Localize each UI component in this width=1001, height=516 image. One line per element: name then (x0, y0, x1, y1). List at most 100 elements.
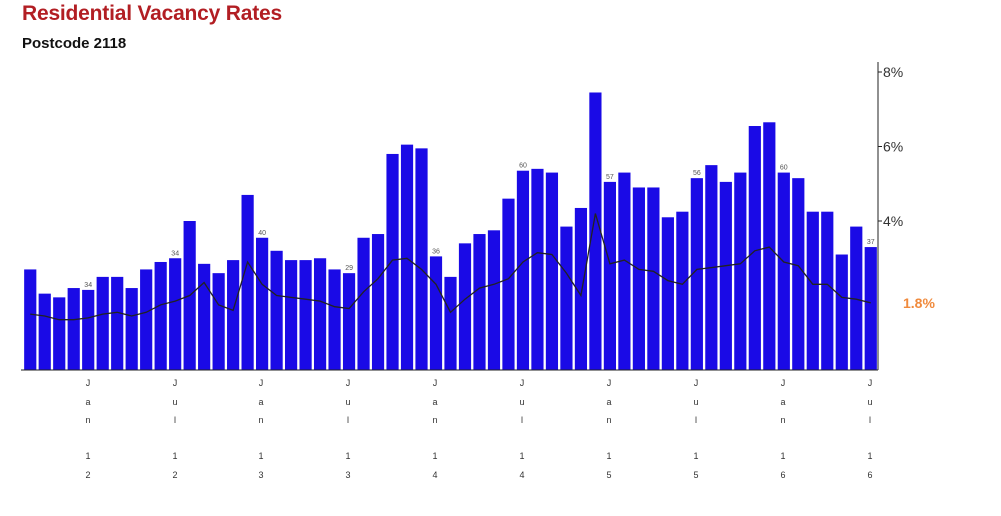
bar (299, 260, 312, 370)
x-tick-char: u (519, 397, 524, 407)
x-tick-char: 2 (172, 470, 177, 480)
bar (444, 276, 457, 371)
bar (690, 178, 703, 370)
bar (169, 258, 182, 370)
x-tick-char: u (345, 397, 350, 407)
x-tick-char: 1 (258, 451, 263, 461)
x-tick-label: Jul 1 4 (519, 378, 524, 480)
bar (487, 230, 501, 370)
x-tick-char: 1 (345, 451, 350, 461)
bar (371, 234, 385, 370)
x-tick-char: 1 (432, 451, 437, 461)
x-tick-char: 4 (519, 470, 524, 480)
x-tick-char: 1 (867, 451, 872, 461)
data-label: 36 (432, 248, 440, 255)
y-tick-label: 6% (883, 139, 903, 155)
x-tick-char: n (432, 415, 437, 425)
data-labels: 34 34 40 29 36 60 57 56 60 37 (84, 163, 874, 289)
bar (241, 194, 254, 370)
x-tick-char: J (86, 378, 91, 388)
x-tick-char: 5 (693, 470, 698, 480)
bar (560, 226, 573, 370)
bar (574, 207, 588, 370)
x-tick-char: 1 (693, 451, 698, 461)
x-tick-char: a (85, 397, 90, 407)
chart-title: Residential Vacancy Rates (22, 2, 282, 25)
bar (458, 243, 472, 370)
x-tick-char: J (433, 378, 438, 388)
x-tick-char: 3 (258, 470, 263, 480)
x-tick-char: l (521, 415, 523, 425)
x-tick-char: 4 (432, 470, 437, 480)
bar (864, 247, 877, 370)
bar (792, 178, 805, 370)
x-tick-char: 1 (780, 451, 785, 461)
bar (545, 172, 559, 370)
bar (313, 258, 327, 370)
latest-value-label: 1.8% (903, 295, 935, 311)
bar (661, 217, 674, 370)
x-tick-char: a (606, 397, 611, 407)
data-label: 34 (171, 250, 179, 257)
x-tick-char: 6 (780, 470, 785, 480)
x-tick-char: J (173, 378, 178, 388)
x-tick-char: J (781, 378, 786, 388)
x-tick-char: 2 (85, 470, 90, 480)
bar (589, 92, 602, 371)
x-tick-char: n (258, 415, 263, 425)
bar-series (24, 92, 877, 371)
x-tick-char: J (259, 378, 264, 388)
x-axis-ticks: Jan12Jul12Jan13Jul13Jan14Jul14Jan15Jul15… (85, 378, 872, 480)
x-tick-char: a (432, 397, 437, 407)
data-label: 34 (84, 282, 92, 289)
bar (198, 263, 211, 370)
x-tick-char: a (258, 397, 263, 407)
x-tick-char: l (174, 415, 176, 425)
x-tick-label: Jan 1 6 (780, 378, 785, 480)
bar (850, 226, 863, 370)
bar (96, 276, 109, 371)
bar (531, 168, 544, 370)
x-tick-char: n (606, 415, 611, 425)
x-tick-label: Jan 1 3 (258, 378, 263, 480)
data-label: 57 (606, 174, 614, 181)
bar (748, 126, 761, 370)
bar (357, 237, 370, 370)
x-tick-label: Jul 1 5 (693, 378, 698, 480)
bar (328, 269, 341, 370)
bar (154, 261, 167, 370)
x-tick-char: l (695, 415, 697, 425)
x-tick-char: u (693, 397, 698, 407)
bar (67, 288, 80, 370)
bar (227, 260, 240, 370)
y-axis-ticks: 4% 6% 8% (878, 64, 903, 229)
bar (125, 288, 138, 370)
x-tick-label: Jul 1 6 (867, 378, 872, 480)
bar (676, 211, 689, 370)
x-tick-label: Jan 1 5 (606, 378, 611, 480)
bar (212, 273, 225, 370)
data-label: 29 (345, 265, 353, 272)
x-tick-char: J (868, 378, 873, 388)
data-label: 60 (780, 165, 788, 172)
x-tick-label: Jan 1 4 (432, 378, 437, 480)
bar (763, 122, 776, 370)
x-tick-label: Jul 1 2 (172, 378, 177, 480)
bar (719, 181, 732, 370)
data-label: 37 (867, 239, 875, 246)
bar (734, 172, 747, 370)
bar (473, 234, 486, 370)
data-label: 40 (258, 230, 266, 237)
x-tick-char: l (869, 415, 871, 425)
bar (400, 144, 414, 370)
x-tick-char: u (867, 397, 872, 407)
data-label: 60 (519, 163, 527, 170)
bar (618, 172, 631, 370)
bar (386, 153, 399, 370)
bar (111, 276, 124, 371)
data-label: 56 (693, 170, 701, 177)
x-tick-char: 1 (606, 451, 611, 461)
y-tick-label: 8% (883, 64, 903, 80)
bar (38, 293, 51, 370)
trend-line (30, 213, 871, 321)
